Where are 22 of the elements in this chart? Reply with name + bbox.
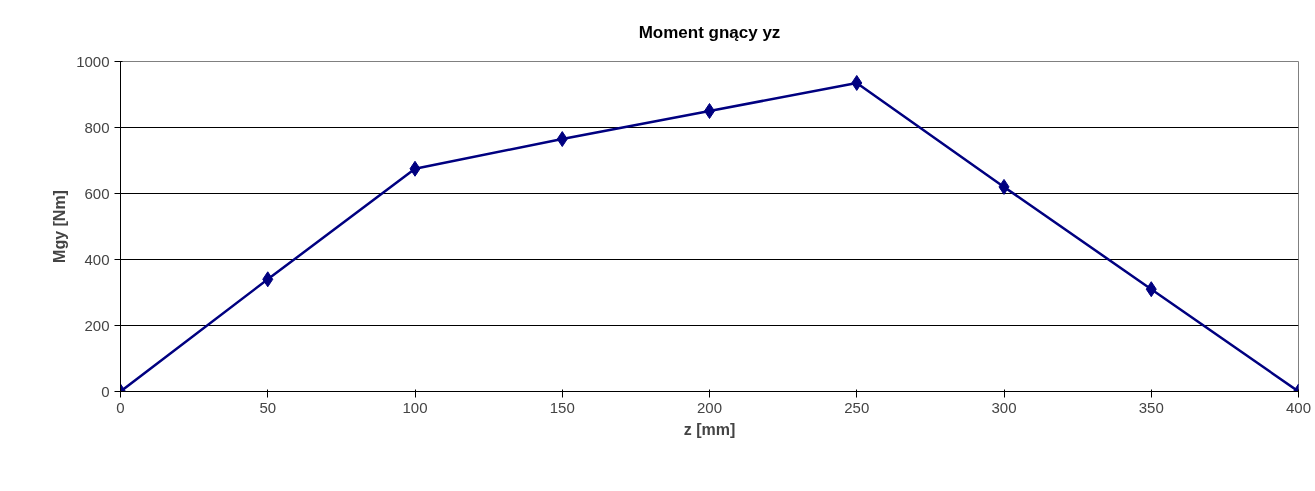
y-tick-label: 800	[84, 118, 110, 136]
y-tick-label: 600	[84, 184, 110, 202]
point	[409, 160, 421, 177]
x-tick-label: 50	[259, 398, 277, 416]
chart-title: Moment gnący yz	[638, 22, 781, 42]
x-tick-label: 200	[696, 398, 723, 416]
y-tick-label: 1000	[76, 52, 110, 70]
point	[556, 131, 568, 148]
x-tick-label: 300	[991, 398, 1017, 416]
x-tick-label: 100	[402, 398, 428, 416]
x-tick-label: 0	[116, 398, 125, 416]
x-tick-label: 400	[1285, 398, 1312, 416]
x-tick-label: 250	[844, 398, 870, 416]
y-tick-label: 0	[101, 382, 110, 400]
y-axis-title: Mgy [Nm]	[51, 190, 69, 263]
point	[851, 74, 863, 91]
x-tick-label: 350	[1138, 398, 1164, 416]
x-axis-title: z [mm]	[683, 420, 736, 438]
x-tick-label: 150	[549, 398, 575, 416]
y-tick-label: 200	[84, 316, 110, 334]
y-tick-label: 400	[84, 250, 110, 268]
point	[998, 178, 1010, 195]
